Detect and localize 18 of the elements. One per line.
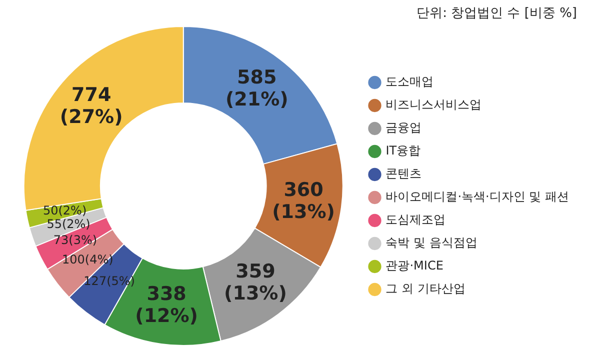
- data-label: 774 (27%): [60, 84, 123, 128]
- legend-label: 숙박 및 음식점업: [386, 236, 478, 250]
- data-label: 585 (21%): [225, 66, 288, 111]
- data-label: 360 (13%): [272, 179, 335, 224]
- data-label: 338 (12%): [135, 282, 198, 327]
- legend-label: 그 외 기타산업: [386, 282, 466, 296]
- data-label: 55(2%): [46, 216, 90, 231]
- legend-label: 콘텐츠: [386, 166, 422, 181]
- data-label: 359 (13%): [224, 260, 287, 304]
- legend-label: 비즈니스서비스업: [386, 98, 482, 112]
- chart-subtitle: 단위: 창업법인 수 [비중 %]: [416, 5, 577, 22]
- legend-label: 도소매업: [386, 74, 434, 89]
- data-label: 50(2%): [42, 203, 87, 218]
- legend-label: 바이오메디컬·녹색·디자인 및 패션: [386, 190, 570, 204]
- legend-label: 도심제조업: [386, 212, 446, 227]
- legend-label: IT융합: [386, 144, 421, 158]
- legend-label: 금융업: [386, 120, 422, 135]
- legend-label: 관광·MICE: [386, 258, 444, 273]
